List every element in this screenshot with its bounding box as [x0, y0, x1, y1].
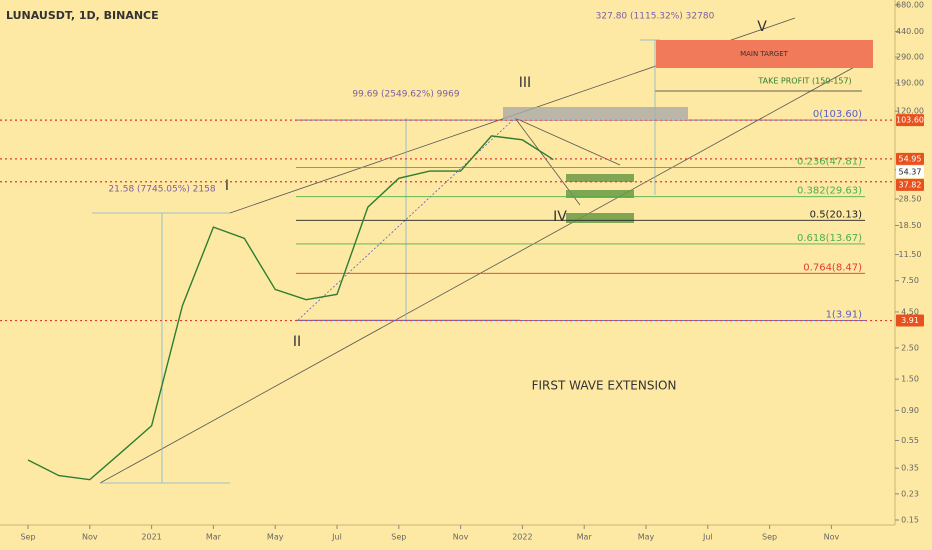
y-tick-label: 120.00: [896, 107, 924, 116]
y-tick-label: 0.90: [901, 406, 919, 415]
trend-line: [99, 64, 859, 484]
x-tick-label: May: [267, 533, 284, 542]
x-tick-label: Sep: [391, 533, 406, 542]
y-tick-label: 18.50: [899, 221, 922, 230]
support-box: [566, 190, 634, 198]
price-tag: [896, 152, 924, 165]
price-tag: [896, 114, 924, 127]
chart-title: LUNAUSDT, 1D, BINANCE: [6, 9, 159, 22]
price-tag-label: 3.91: [901, 316, 919, 325]
wave-label: IV: [553, 209, 567, 225]
y-tick-label: 11.50: [899, 250, 922, 259]
annotation: 327.80 (1115.32%) 32780: [596, 12, 715, 22]
x-tick-label: Sep: [20, 533, 35, 542]
y-tick-label: 7.50: [901, 276, 919, 285]
y-tick-label: 1.50: [901, 375, 919, 384]
fib-label: 1(3.91): [826, 310, 863, 321]
main-target-box: [656, 40, 873, 68]
wave-label: II: [293, 334, 301, 350]
x-tick-label: Mar: [577, 533, 593, 542]
y-tick-label: 440.00: [896, 27, 924, 36]
wave-3-zone: [503, 107, 688, 119]
price-tag-label: 54.37: [899, 167, 922, 176]
price-tag: [896, 314, 924, 327]
price-tag-label: 103.60: [896, 116, 924, 125]
price-line: [27, 135, 554, 481]
y-tick-label: 28.50: [899, 195, 922, 204]
x-tick-label: May: [638, 533, 655, 542]
trend-line: [514, 117, 621, 166]
y-tick-label: 190.00: [896, 78, 924, 87]
x-tick-label: Nov: [453, 533, 469, 542]
annotation: TAKE PROFIT (150-157): [757, 77, 851, 86]
x-tick-label: Jul: [331, 533, 342, 542]
price-tag: [896, 165, 924, 178]
support-box: [566, 174, 634, 182]
annotation: 21.58 (7745.05%) 2158: [108, 185, 215, 195]
trend-line: [297, 117, 516, 321]
annotation: MAIN TARGET: [740, 50, 789, 58]
y-tick-label: 680.00: [896, 1, 924, 10]
x-tick-label: Jul: [702, 533, 713, 542]
x-tick-label: Nov: [82, 533, 98, 542]
wave-label: I: [225, 178, 229, 194]
x-tick-label: 2022: [512, 533, 532, 542]
fib-label: 0.618(13.67): [797, 233, 862, 244]
y-tick-label: 4.50: [901, 307, 919, 316]
x-tick-label: Nov: [824, 533, 840, 542]
x-tick-label: Sep: [762, 533, 777, 542]
support-box: [566, 213, 634, 223]
wave-label: III: [519, 75, 531, 91]
x-tick-label: Mar: [206, 533, 222, 542]
wave-label: V: [757, 19, 767, 35]
price-tag: [896, 178, 924, 191]
annotation: FIRST WAVE EXTENSION: [532, 379, 677, 393]
measures: [92, 39, 660, 484]
fib-label: 0.382(29.63): [797, 186, 862, 197]
y-tick-label: 290.00: [896, 53, 924, 62]
y-tick-label: 0.55: [901, 436, 919, 445]
fib-label: 0.236(47.81): [797, 156, 862, 167]
price-tag-label: 37.82: [899, 180, 922, 189]
x-tick-label: 2021: [141, 533, 161, 542]
fib-label: 0(103.60): [813, 109, 862, 120]
y-tick-label: 0.23: [901, 489, 919, 498]
price-tag-label: 54.95: [899, 154, 922, 163]
y-tick-label: 2.50: [901, 343, 919, 352]
fib-label: 0.5(20.13): [810, 209, 862, 220]
fib-label: 0.764(8.47): [803, 262, 862, 273]
y-tick-label: 0.15: [901, 516, 919, 525]
annotation: 99.69 (2549.62%) 9969: [352, 90, 459, 100]
y-tick-label: 0.35: [901, 464, 919, 473]
